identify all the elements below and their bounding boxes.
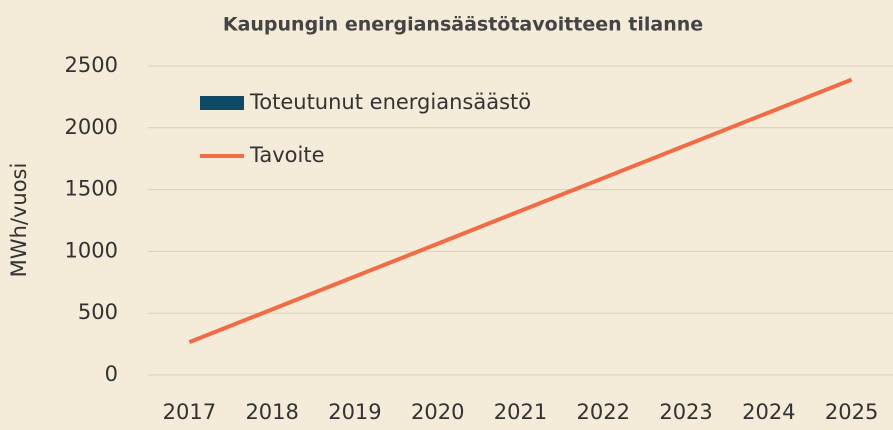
x-tick-label: 2021 <box>494 400 547 424</box>
y-tick-label: 500 <box>78 300 118 324</box>
x-tick-label: 2020 <box>411 400 464 424</box>
legend-label: Toteutunut energiansäästö <box>249 90 531 114</box>
x-tick-label: 2024 <box>742 400 795 424</box>
y-tick-label: 1000 <box>65 238 118 262</box>
x-tick-label: 2018 <box>245 400 298 424</box>
x-tick-label: 2017 <box>163 400 216 424</box>
x-tick-label: 2022 <box>577 400 630 424</box>
x-tick-label: 2019 <box>328 400 381 424</box>
y-tick-label: 1500 <box>65 177 118 201</box>
x-tick-label: 2025 <box>825 400 878 424</box>
legend-label: Tavoite <box>249 143 324 167</box>
legend-swatch <box>200 96 244 110</box>
y-axis-label: MWh/vuosi <box>7 163 31 278</box>
chart-title: Kaupungin energiansäästötavoitteen tilan… <box>223 14 703 36</box>
line <box>188 77 853 344</box>
y-tick-label: 2500 <box>65 53 118 77</box>
y-tick-label: 2000 <box>65 115 118 139</box>
x-tick-label: 2023 <box>659 400 712 424</box>
y-tick-label: 0 <box>105 362 118 386</box>
